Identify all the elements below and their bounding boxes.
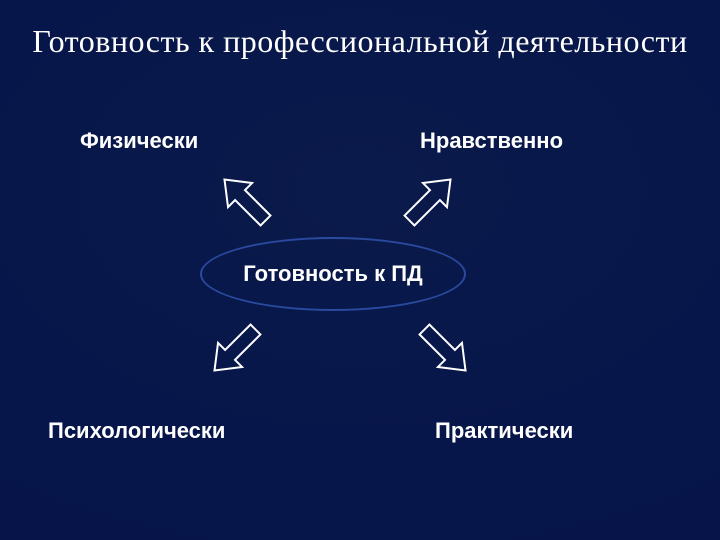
center-ellipse-label: Готовность к ПД xyxy=(243,261,422,287)
label-physical: Физически xyxy=(80,128,198,154)
label-practical: Практически xyxy=(435,418,573,444)
arrow-top-right xyxy=(397,167,462,232)
label-psychological: Психологически xyxy=(48,418,225,444)
slide: Готовность к профессиональной деятельнос… xyxy=(0,0,720,540)
arrow-bot-left xyxy=(202,317,267,382)
center-ellipse: Готовность к ПД xyxy=(200,237,466,311)
arrow-top-left xyxy=(212,167,277,232)
arrow-bot-right xyxy=(412,317,477,382)
label-moral: Нравственно xyxy=(420,128,563,154)
slide-title: Готовность к профессиональной деятельнос… xyxy=(0,20,720,62)
